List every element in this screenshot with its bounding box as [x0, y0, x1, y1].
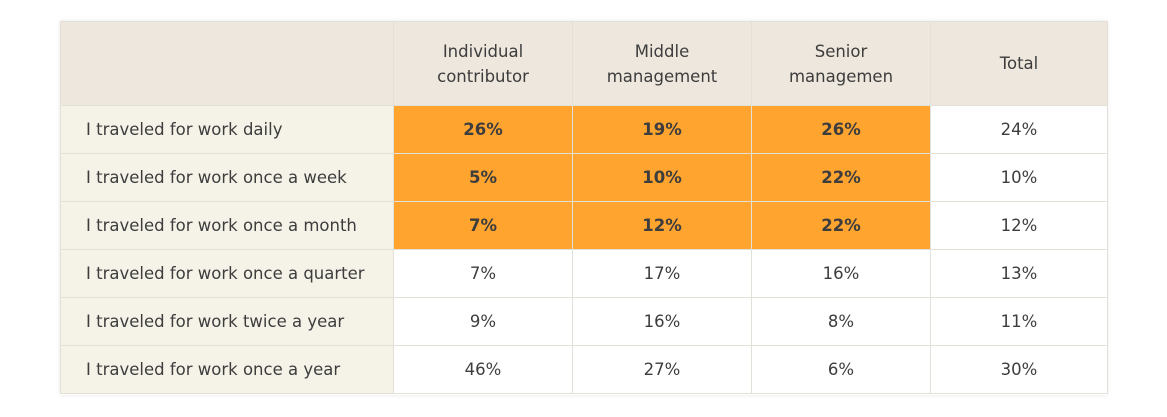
value-cell-total: 12% [930, 201, 1108, 250]
table-row: I traveled for work once a month 7% 12% 22%… [60, 201, 1108, 250]
table-row: I traveled for work once a year 46% 27% 6% 3… [60, 345, 1108, 394]
value-cell-senior-management: 16% [751, 249, 931, 298]
table-row: I traveled for work once a week 5% 10% 22% 1… [60, 153, 1108, 202]
table-header: Individual contributor Middle management… [60, 21, 1108, 106]
column-header-line: management [606, 66, 718, 86]
value-cell-total: 24% [930, 105, 1108, 154]
table-body: I traveled for work daily 26% 19% 26% 24% I t… [60, 105, 1108, 394]
value-cell-senior-management: 6% [751, 345, 931, 394]
value-cell-individual-contributor: 7% [393, 201, 573, 250]
column-header-line: Individual [442, 41, 524, 61]
header-row: Individual contributor Middle management… [60, 21, 1108, 106]
value-cell-middle-management: 19% [572, 105, 752, 154]
value-cell-individual-contributor: 46% [393, 345, 573, 394]
value-cell-total: 13% [930, 249, 1108, 298]
value-cell-senior-management: 8% [751, 297, 931, 346]
table-row: I traveled for work once a quarter 7% 17% 1… [60, 249, 1108, 298]
row-label: I traveled for work once a week [60, 153, 394, 202]
column-header-total: Total [930, 21, 1108, 106]
table-row: I traveled for work twice a year 9% 16% 8% 1… [60, 297, 1108, 346]
column-header-line: Total [999, 54, 1039, 73]
row-label: I traveled for work once a month [60, 201, 394, 250]
value-cell-individual-contributor: 5% [393, 153, 573, 202]
value-cell-senior-management: 26% [751, 105, 931, 154]
header-empty-cell [60, 21, 394, 106]
column-header-senior-management: Senior managemen [751, 21, 931, 106]
row-label: I traveled for work once a year [60, 345, 394, 394]
value-cell-senior-management: 22% [751, 153, 931, 202]
value-cell-individual-contributor: 7% [393, 249, 573, 298]
column-header-line: Senior [814, 41, 868, 61]
table-row: I traveled for work daily 26% 19% 26% 24% [60, 105, 1108, 154]
value-cell-total: 30% [930, 345, 1108, 394]
travel-frequency-table: Individual contributor Middle management… [60, 21, 1108, 394]
value-cell-middle-management: 17% [572, 249, 752, 298]
value-cell-total: 11% [930, 297, 1108, 346]
value-cell-total: 10% [930, 153, 1108, 202]
value-cell-middle-management: 27% [572, 345, 752, 394]
travel-frequency-table-container: Individual contributor Middle management… [60, 21, 1108, 395]
column-header-line: contributor [437, 66, 529, 86]
value-cell-middle-management: 12% [572, 201, 752, 250]
row-label: I traveled for work daily [60, 105, 394, 154]
row-label: I traveled for work once a quarter [60, 249, 394, 298]
value-cell-middle-management: 10% [572, 153, 752, 202]
column-header-middle-management: Middle management [572, 21, 752, 106]
column-header-individual-contributor: Individual contributor [393, 21, 573, 106]
value-cell-senior-management: 22% [751, 201, 931, 250]
value-cell-individual-contributor: 26% [393, 105, 573, 154]
row-label: I traveled for work twice a year [60, 297, 394, 346]
value-cell-individual-contributor: 9% [393, 297, 573, 346]
column-header-line: managemen [788, 66, 894, 86]
column-header-line: Middle [634, 41, 690, 61]
value-cell-middle-management: 16% [572, 297, 752, 346]
